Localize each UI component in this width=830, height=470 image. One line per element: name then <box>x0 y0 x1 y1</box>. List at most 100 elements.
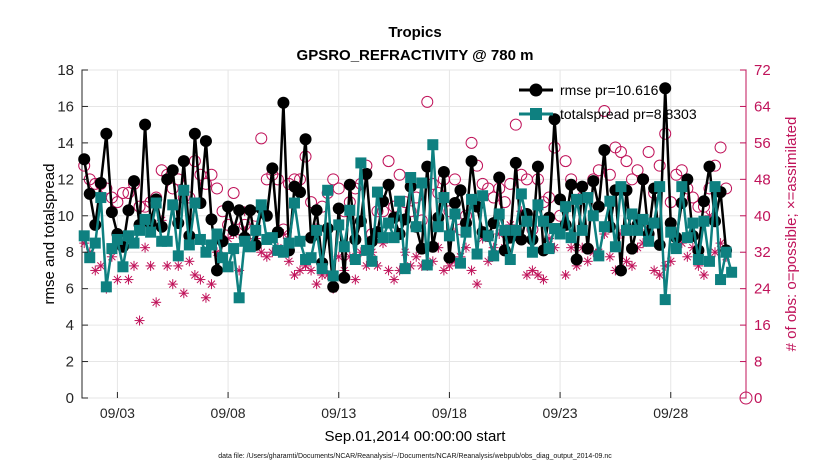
totalspread-point <box>565 232 577 244</box>
y-axis-label-left: rmse and totalspread <box>41 164 58 305</box>
rmse-point <box>443 251 456 264</box>
totalspread-point <box>648 217 660 229</box>
obs-possible-point <box>631 164 644 177</box>
totalspread-point <box>543 243 555 255</box>
obs-possible-point <box>404 205 417 218</box>
totalspread-line <box>83 143 733 301</box>
legend: rmse pr=10.616 totalspread pr=8.8303 <box>519 82 697 122</box>
totalspread-point <box>178 184 190 196</box>
totalspread-point <box>405 172 417 184</box>
obs-assimilated-point <box>566 242 577 253</box>
totalspread-point <box>394 195 406 207</box>
y-tick-label-right: 0 <box>754 390 762 407</box>
rmse-point <box>548 113 561 126</box>
chart-title: Tropics <box>388 24 441 41</box>
rmse-point <box>227 224 240 237</box>
totalspread-point <box>709 181 721 193</box>
rmse-point <box>465 155 478 168</box>
obs-possible-point <box>675 164 688 177</box>
totalspread-point <box>172 250 184 262</box>
totalspread-point <box>615 181 627 193</box>
rmse-point <box>454 184 467 197</box>
totalspread-point <box>466 193 478 205</box>
rmse-point <box>211 264 224 277</box>
rmse-point <box>576 180 589 193</box>
obs-possible-point <box>509 118 522 131</box>
obs-assimilated-point <box>604 251 615 262</box>
totalspread-point <box>582 192 594 204</box>
obs-assimilated-point <box>123 274 134 285</box>
rmse-point <box>421 160 434 173</box>
totalspread-point <box>421 259 433 271</box>
rmse-point <box>426 240 439 253</box>
totalspread-point <box>355 157 367 169</box>
rmse-point <box>100 127 113 140</box>
totalspread-point <box>217 252 229 264</box>
totalspread-point <box>587 210 599 222</box>
obs-assimilated-point <box>283 256 294 267</box>
obs-assimilated-point <box>200 292 211 303</box>
totalspread-point <box>288 197 300 209</box>
rmse-point <box>493 171 506 184</box>
obs-possible-point <box>659 127 672 140</box>
totalspread-point <box>432 221 444 233</box>
right-axis-ticks: 0 8 16 24 32 40 48 56 64 72 <box>740 62 771 407</box>
obs-assimilated-point <box>90 265 101 276</box>
totalspread-point <box>620 224 632 236</box>
obs-assimilated-point <box>472 279 483 290</box>
x-axis-ticks: 09/03 09/08 09/13 09/18 09/23 09/28 <box>100 392 688 421</box>
totalspread-point <box>526 246 538 258</box>
rmse-point <box>155 220 168 233</box>
rmse-point <box>299 133 312 146</box>
totalspread-point <box>261 233 273 245</box>
rmse-point <box>310 204 323 217</box>
obs-assimilated-point <box>682 251 693 262</box>
totalspread-point <box>477 190 489 202</box>
rmse-point <box>166 164 179 177</box>
obs-assimilated-point <box>129 260 140 271</box>
obs-possible-point <box>498 196 511 209</box>
totalspread-point <box>593 250 605 262</box>
y-tick-label-left: 12 <box>57 171 74 188</box>
obs-possible-point <box>548 141 561 154</box>
totalspread-point <box>150 197 162 209</box>
totalspread-point <box>111 233 123 245</box>
rmse-point <box>122 204 135 217</box>
totalspread-point <box>128 237 140 249</box>
x-tick-label: 09/18 <box>432 405 467 421</box>
totalspread-point <box>482 230 494 242</box>
obs-possible-point <box>116 187 129 199</box>
obs-assimilated-point <box>206 279 217 290</box>
obs-assimilated-point <box>710 247 721 258</box>
totalspread-point <box>283 237 295 249</box>
obs-assimilated-point <box>527 265 538 276</box>
totalspread-point <box>194 233 206 245</box>
totalspread-point <box>454 257 466 269</box>
rmse-point <box>626 242 639 255</box>
totalspread-point <box>316 263 328 275</box>
obs-possible-point <box>448 173 461 186</box>
legend-rmse-label: rmse pr=10.616 <box>560 82 659 98</box>
obs-assimilated-point <box>178 288 189 299</box>
obs-assimilated-point <box>438 265 449 276</box>
totalspread-point <box>532 199 544 211</box>
obs-assimilated-point <box>151 297 162 308</box>
totalspread-point <box>222 261 234 273</box>
totalspread-point <box>681 232 693 244</box>
totalspread-point <box>720 246 732 258</box>
y-tick-label-left: 14 <box>57 135 74 152</box>
totalspread-point <box>255 199 267 211</box>
totalspread-point <box>277 246 289 258</box>
y-tick-label-right: 72 <box>754 62 771 79</box>
y-tick-label-left: 6 <box>66 281 74 298</box>
totalspread-point <box>537 215 549 227</box>
obs-possible-point <box>620 155 633 168</box>
obs-possible-point <box>332 182 345 195</box>
obs-assimilated-point <box>112 274 123 285</box>
obs-assimilated-point <box>521 270 532 280</box>
obs-assimilated-point <box>621 256 632 267</box>
x-tick-label: 09/28 <box>653 405 688 421</box>
legend-spread-marker <box>530 108 542 120</box>
rmse-point <box>664 217 677 230</box>
totalspread-point <box>266 232 278 244</box>
